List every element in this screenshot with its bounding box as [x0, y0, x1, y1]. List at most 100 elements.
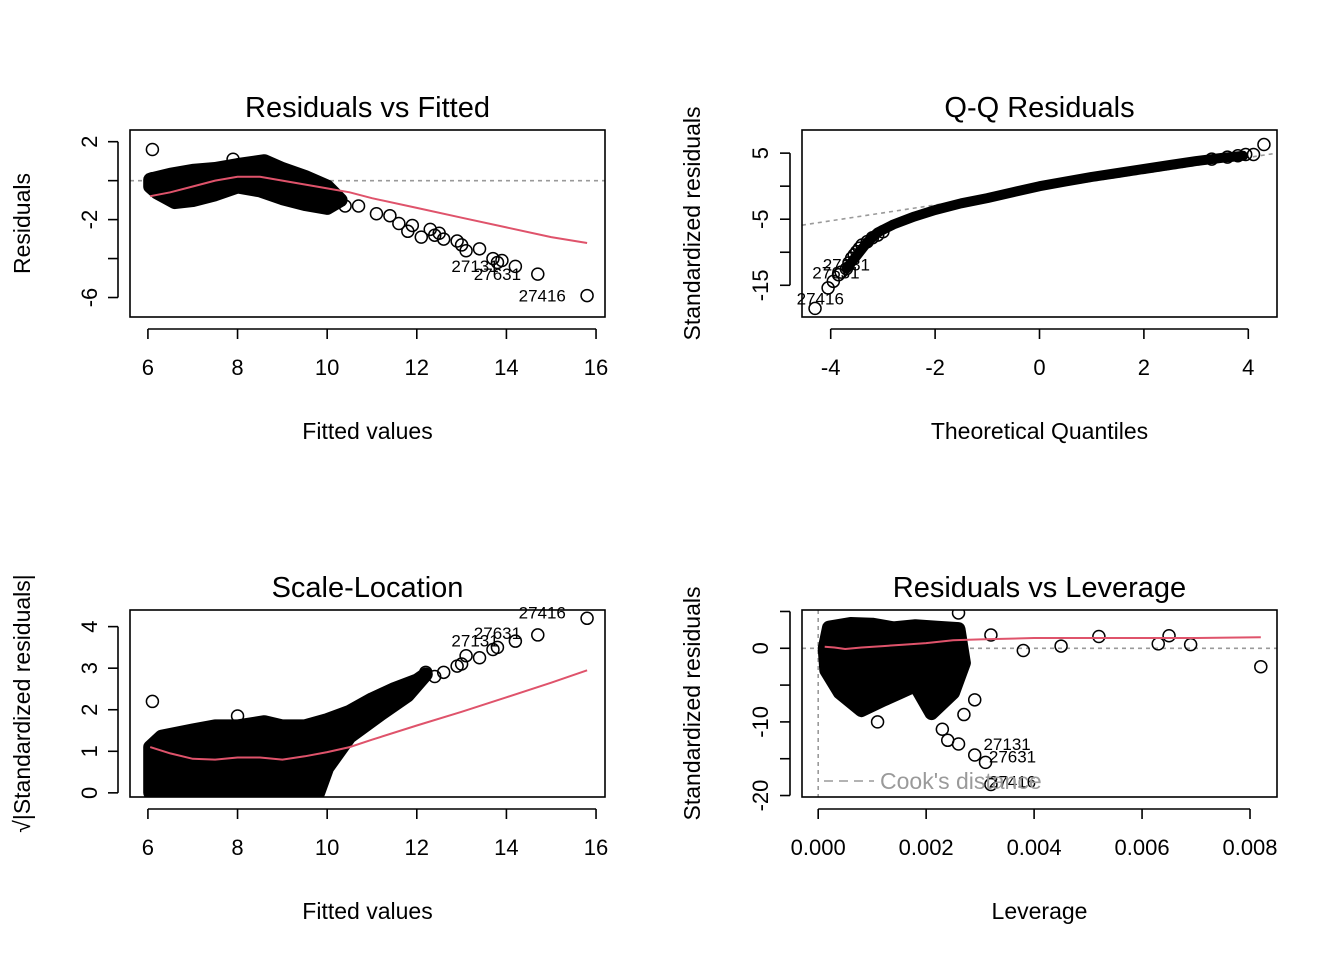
- x-axis-label: Theoretical Quantiles: [931, 418, 1148, 444]
- data-point: [338, 199, 352, 213]
- y-axis: 2 -2 -6: [77, 136, 119, 308]
- plot-frame: [801, 609, 1278, 798]
- data-point: [1238, 147, 1253, 162]
- y-axis-label: Standardized residuals: [679, 107, 705, 341]
- data-point: [1183, 637, 1198, 652]
- x-axis-label: Leverage: [992, 898, 1088, 924]
- x-tick-label: 6: [142, 355, 154, 380]
- x-axis-label: Fitted values: [302, 418, 432, 444]
- y-tick-label: 0: [77, 787, 102, 799]
- y-tick-label: -6: [77, 288, 102, 308]
- y-tick-label: -2: [77, 210, 102, 230]
- y-tick-label: -5: [748, 209, 773, 229]
- data-point: [230, 709, 245, 723]
- data-point: [1151, 637, 1165, 651]
- data-point: [436, 665, 451, 680]
- data-point: [839, 262, 854, 276]
- y-tick-label: -20: [748, 780, 773, 812]
- x-tick-label: 14: [494, 355, 518, 380]
- y-tick-label: 0: [748, 642, 773, 654]
- data-point: [580, 288, 594, 303]
- plot-frame: [129, 129, 606, 318]
- plot-area: [143, 611, 594, 797]
- x-tick-label: 8: [231, 355, 243, 380]
- x-tick-label: 2: [1138, 355, 1150, 380]
- data-point: [852, 241, 867, 256]
- x-tick-label: 8: [231, 835, 243, 860]
- point-label: 27631: [812, 264, 859, 283]
- x-tick-label: 4: [1242, 355, 1254, 380]
- point-label: 27131: [451, 632, 498, 651]
- data-point: [531, 628, 545, 642]
- data-point: [1162, 629, 1176, 643]
- x-tick-label: 16: [584, 835, 608, 860]
- data-point: [472, 651, 487, 665]
- plot-area: [802, 137, 1277, 316]
- x-tick-label: 0.004: [1007, 835, 1062, 860]
- data-point: [978, 755, 993, 770]
- data-point: [351, 199, 366, 213]
- plot-frame: [129, 609, 606, 798]
- y-tick-label: 1: [77, 745, 102, 757]
- y-tick-label: 3: [77, 662, 102, 674]
- y-axis: 0 -10 -20: [748, 610, 791, 812]
- data-point: [486, 251, 500, 266]
- x-tick-label: 0.006: [1115, 835, 1170, 860]
- x-tick-label: 10: [315, 835, 339, 860]
- x-tick-label: 0: [1033, 355, 1045, 380]
- data-point: [419, 665, 433, 680]
- y-axis: 0 1 2 3 4: [77, 620, 119, 799]
- plot-area: [130, 142, 605, 303]
- chart-title: Q-Q Residuals: [944, 92, 1134, 124]
- data-point: [1054, 639, 1068, 653]
- data-point: [145, 171, 160, 186]
- point-label: 27631: [474, 265, 521, 284]
- data-point: [508, 259, 523, 274]
- point-label: 27416: [797, 289, 844, 308]
- data-point: [405, 218, 420, 233]
- x-tick-label: 6: [142, 835, 154, 860]
- panel-rvf: Residuals vs Fitted Fitted values Residual…: [9, 92, 608, 444]
- data-point: [1231, 149, 1245, 163]
- y-tick-label: 2: [77, 136, 102, 148]
- data-point: [495, 253, 509, 268]
- data-point: [984, 628, 998, 642]
- data-point: [967, 748, 982, 762]
- data-point: [459, 648, 473, 663]
- x-tick-label: 16: [584, 355, 608, 380]
- data-point: [1092, 629, 1106, 644]
- x-axis-label: Fitted values: [302, 898, 432, 924]
- data-point: [490, 640, 505, 655]
- data-point: [808, 301, 822, 316]
- data-point: [967, 693, 982, 707]
- point-label: 27131: [823, 256, 870, 275]
- data-point: [984, 777, 998, 792]
- x-axis: 6 8 10 12 14 16: [142, 328, 608, 380]
- data-point: [870, 715, 885, 729]
- y-axis: 5 -5 -15: [748, 147, 791, 301]
- y-tick-label: -15: [748, 269, 773, 301]
- panel-rvl: Residuals vs Leverage Leverage Standardize…: [679, 572, 1278, 924]
- point-label: 27416: [519, 286, 566, 305]
- data-point: [531, 267, 545, 281]
- data-point: [427, 669, 442, 684]
- data-point: [145, 694, 160, 709]
- chart-title: Scale-Location: [272, 572, 464, 604]
- data-point: [1016, 643, 1031, 658]
- point-label: 27631: [989, 747, 1036, 766]
- data-point: [369, 207, 384, 221]
- data-point: [1254, 659, 1268, 674]
- data-point: [472, 242, 487, 256]
- x-axis: -4 -2 0 2 4: [821, 328, 1254, 380]
- point-label: 27631: [474, 624, 521, 643]
- y-axis-label: √|Standardized residuals|: [9, 574, 35, 833]
- x-tick-label: 12: [405, 835, 429, 860]
- data-point: [1220, 150, 1235, 164]
- smoother-line: [149, 669, 588, 761]
- y-tick-label: 5: [748, 147, 773, 159]
- smoother-line: [824, 636, 1261, 651]
- point-label: 27131: [451, 257, 498, 276]
- y-axis-label: Residuals: [9, 173, 35, 274]
- x-tick-label: 10: [315, 355, 339, 380]
- data-point: [1246, 147, 1261, 162]
